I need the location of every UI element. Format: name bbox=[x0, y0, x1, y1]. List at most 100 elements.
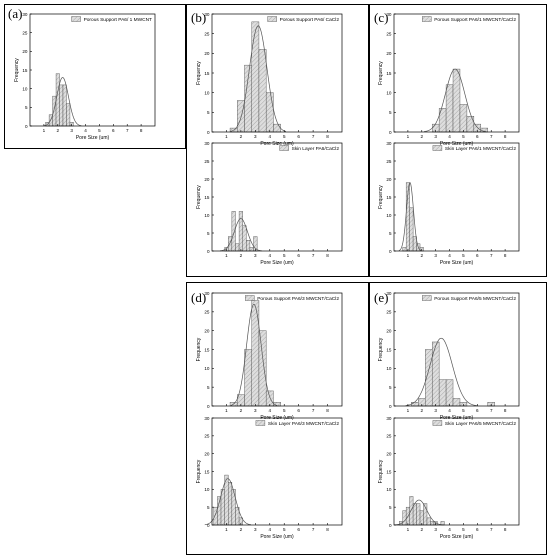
y-tick-label: 15 bbox=[386, 71, 392, 76]
y-axis-label: Frequency bbox=[196, 185, 202, 209]
y-tick-label: 20 bbox=[386, 177, 392, 182]
y-tick-label: 0 bbox=[207, 249, 210, 254]
x-tick-label: 5 bbox=[283, 253, 286, 258]
x-tick-label: 6 bbox=[112, 128, 115, 133]
histogram-bar bbox=[452, 68, 461, 133]
x-tick-label: 2 bbox=[420, 527, 423, 532]
x-tick-label: 7 bbox=[126, 128, 129, 133]
histogram-bar bbox=[265, 92, 274, 133]
y-tick-label: 0 bbox=[389, 404, 392, 409]
y-tick-label: 15 bbox=[386, 347, 392, 352]
x-tick-label: 7 bbox=[312, 253, 315, 258]
plot-frame bbox=[211, 142, 343, 252]
x-tick-label: 4 bbox=[268, 527, 271, 532]
legend-swatch bbox=[245, 295, 255, 301]
panel-label-a: (a) bbox=[8, 6, 23, 21]
x-tick-label: 2 bbox=[240, 253, 243, 258]
x-tick-label: 1 bbox=[407, 134, 410, 139]
x-tick-label: 6 bbox=[476, 408, 479, 413]
legend-label: Porous Support PA6/3 MWCNT/CaCl2 bbox=[257, 296, 339, 302]
x-tick-label: 3 bbox=[254, 253, 257, 258]
chart-2: 0 5 10 15 20 25 30 1 2 3 4 5 6 7 8 Pore Size (um) Freque… bbox=[196, 141, 343, 266]
y-axis-label: Frequency bbox=[196, 459, 202, 483]
panel-label-d: (d) bbox=[191, 290, 207, 305]
y-axis-label: Frequency bbox=[378, 337, 384, 361]
chart-4: 0 5 10 15 20 25 30 1 2 3 4 5 6 7 8 Pore Size (um) Freque… bbox=[378, 141, 520, 266]
y-tick-label: 10 bbox=[204, 90, 210, 95]
histogram-bar bbox=[431, 341, 440, 407]
histogram-bar bbox=[238, 211, 243, 252]
y-axis-label: Frequency bbox=[378, 459, 384, 483]
legend-label: Porous Support PA6/5 MWCNT/CaCl2 bbox=[434, 296, 516, 302]
y-tick-label: 5 bbox=[25, 105, 28, 110]
y-axis-label: Frequency bbox=[196, 337, 202, 361]
y-tick-label: 5 bbox=[389, 110, 392, 115]
histogram-bar bbox=[228, 236, 233, 252]
x-tick-label: 5 bbox=[283, 527, 286, 532]
y-tick-label: 0 bbox=[389, 249, 392, 254]
y-tick-label: 0 bbox=[207, 523, 210, 528]
y-tick-label: 15 bbox=[386, 469, 392, 474]
histogram-bar bbox=[430, 521, 435, 526]
y-tick-label: 0 bbox=[207, 130, 210, 135]
histogram-bar bbox=[409, 207, 414, 252]
x-axis-label: Pore Size (um) bbox=[260, 534, 294, 540]
chart-0: 0 5 10 15 20 25 30 1 2 3 4 5 6 7 8 Pore Size (um) Freque… bbox=[14, 12, 156, 141]
histogram-bar bbox=[459, 104, 468, 133]
y-tick-label: 25 bbox=[22, 30, 28, 35]
y-tick-label: 25 bbox=[204, 31, 210, 36]
y-axis-label: Frequency bbox=[196, 61, 202, 85]
y-tick-label: 20 bbox=[204, 177, 210, 182]
x-tick-label: 7 bbox=[312, 408, 315, 413]
y-tick-label: 30 bbox=[386, 12, 392, 17]
x-axis-label: Pore Size (um) bbox=[260, 141, 294, 147]
histogram-bar bbox=[412, 503, 417, 526]
y-tick-label: 20 bbox=[386, 328, 392, 333]
y-tick-label: 25 bbox=[386, 434, 392, 439]
histogram-bar bbox=[411, 402, 419, 407]
x-tick-label: 5 bbox=[283, 408, 286, 413]
y-tick-label: 30 bbox=[204, 141, 210, 146]
histogram-bar bbox=[228, 482, 233, 526]
y-tick-label: 10 bbox=[386, 487, 392, 492]
x-tick-label: 3 bbox=[254, 408, 257, 413]
x-tick-label: 3 bbox=[254, 134, 257, 139]
y-tick-label: 5 bbox=[389, 505, 392, 510]
x-tick-label: 4 bbox=[448, 527, 451, 532]
x-tick-label: 3 bbox=[434, 527, 437, 532]
y-tick-label: 25 bbox=[204, 310, 210, 315]
x-tick-label: 7 bbox=[490, 408, 493, 413]
normal-fit-curve bbox=[398, 182, 422, 251]
x-tick-label: 4 bbox=[268, 134, 271, 139]
panel-label-e: (e) bbox=[374, 290, 389, 305]
y-tick-label: 30 bbox=[386, 141, 392, 146]
y-tick-label: 15 bbox=[386, 195, 392, 200]
y-tick-label: 20 bbox=[204, 51, 210, 56]
histogram-bar bbox=[55, 73, 60, 127]
normal-fit-curve bbox=[230, 303, 278, 406]
x-tick-label: 5 bbox=[462, 527, 465, 532]
y-tick-label: 15 bbox=[22, 68, 28, 73]
y-tick-label: 0 bbox=[389, 130, 392, 135]
y-tick-label: 30 bbox=[204, 416, 210, 421]
x-tick-label: 7 bbox=[312, 134, 315, 139]
plot-frame bbox=[211, 13, 343, 133]
x-tick-label: 8 bbox=[326, 527, 329, 532]
y-tick-label: 0 bbox=[25, 124, 28, 129]
panel-label-c: (c) bbox=[374, 10, 389, 25]
y-tick-label: 5 bbox=[207, 505, 210, 510]
x-tick-label: 2 bbox=[240, 134, 243, 139]
x-tick-label: 8 bbox=[504, 527, 507, 532]
panel-b-frame bbox=[186, 4, 369, 277]
chart-8: 0 5 10 15 20 25 30 1 2 3 4 5 6 7 8 Poro Size (um) Freque… bbox=[378, 416, 520, 540]
histogram-bar bbox=[273, 123, 281, 133]
histogram-bar bbox=[59, 84, 64, 127]
y-tick-label: 30 bbox=[204, 12, 210, 17]
x-tick-label: 6 bbox=[476, 527, 479, 532]
histogram-bar bbox=[242, 225, 247, 252]
y-tick-label: 10 bbox=[204, 487, 210, 492]
x-tick-label: 4 bbox=[84, 128, 87, 133]
histogram-bar bbox=[244, 64, 252, 133]
y-tick-label: 25 bbox=[204, 434, 210, 439]
